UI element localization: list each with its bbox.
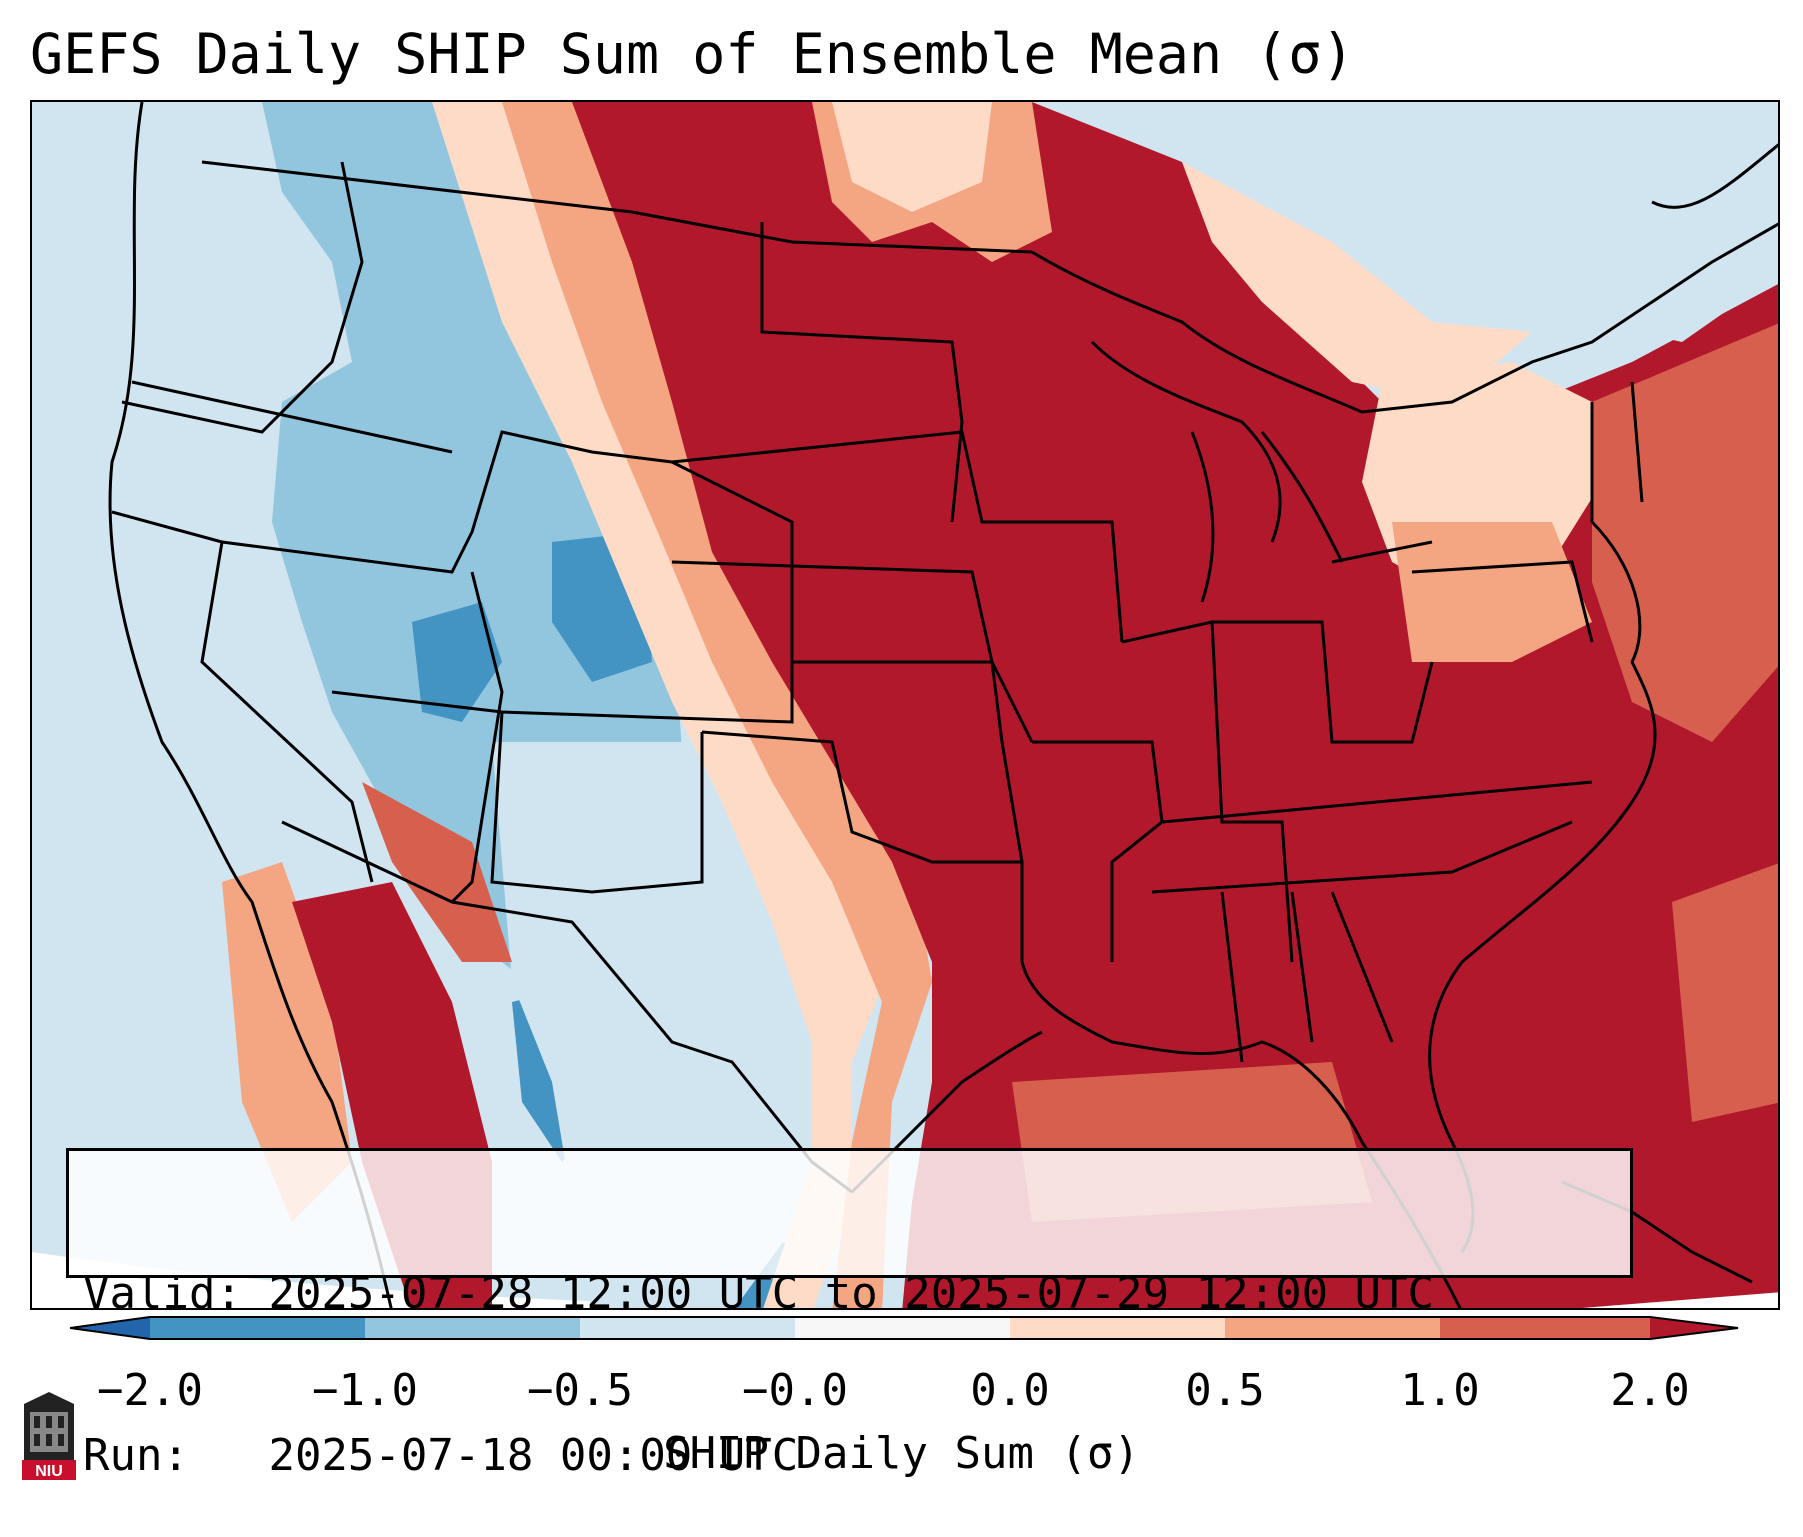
- political-boundaries: [108, 102, 1778, 1308]
- colorbar-label: SHIP Daily Sum (σ): [663, 1428, 1140, 1479]
- dakotas-border: [760, 222, 964, 523]
- new-england-borders: [1590, 381, 1644, 522]
- st-lawrence: [1651, 143, 1778, 209]
- illinois-indiana: [1121, 620, 1294, 963]
- pacific-coastline: [108, 102, 334, 1103]
- colorbar-bin-5: [1225, 1317, 1440, 1339]
- tick-label-4: 0.0: [970, 1365, 1050, 1416]
- tick-label-5: 0.5: [1185, 1365, 1265, 1416]
- ks-ok-border: [792, 660, 1034, 743]
- tick-label-6: 1.0: [1400, 1365, 1480, 1416]
- valid-time: 2025-07-28 12:00 UTC to 2025-07-29 12:00…: [268, 1268, 1435, 1319]
- baja-salmon: [222, 862, 352, 1222]
- tick-label-7: 2.0: [1610, 1365, 1690, 1416]
- canada-blue-region: [1032, 102, 1778, 342]
- run-label: Run:: [83, 1430, 189, 1481]
- valid-label: Valid:: [83, 1268, 242, 1319]
- canada-light-patch: [832, 102, 992, 212]
- validity-info-box: Valid: 2025-07-28 12:00 UTC to 2025-07-2…: [66, 1148, 1633, 1481]
- tennessee-south: [1151, 820, 1573, 894]
- utah-deep-blue: [412, 602, 502, 722]
- canada-border-east: [1031, 222, 1778, 414]
- eastern-us-red-region: [572, 102, 1778, 1308]
- ca-nv-border: [111, 510, 374, 883]
- atlantic-lower-medium: [1672, 863, 1778, 1122]
- lake-huron: [1260, 431, 1344, 563]
- colorbar-bin-1: [365, 1317, 580, 1339]
- tennessee-north: [1161, 780, 1593, 824]
- lake-erie: [1331, 540, 1433, 564]
- map-title: GEFS Daily SHIP Sum of Ensemble Mean (σ): [30, 22, 1355, 86]
- colorbar-bin-6: [1440, 1317, 1650, 1339]
- plains-border: [671, 430, 1124, 643]
- atlantic-coastline: [1428, 520, 1657, 1253]
- tick-label-3: −0.0: [742, 1365, 848, 1416]
- ut-co-border: [331, 662, 794, 724]
- mid-atlantic-salmon: [1392, 522, 1592, 662]
- colorbar-bin-2: [580, 1317, 795, 1339]
- tick-label-0: −2.0: [97, 1365, 203, 1416]
- logo-text: NIU: [35, 1463, 63, 1480]
- valid-line: Valid: 2025-07-28 12:00 UTC to 2025-07-2…: [83, 1267, 1630, 1321]
- ontario-light-patch: [1182, 162, 1532, 402]
- texas-north-border: [701, 730, 1024, 962]
- map-panel: [30, 100, 1780, 1310]
- canada-border-west: [201, 160, 1033, 254]
- colorbar-under-arrow: [70, 1317, 150, 1339]
- arizona-red-patch: [362, 782, 512, 962]
- colorbar-over-arrow: [1650, 1317, 1738, 1339]
- ohio-kentucky: [1212, 620, 1434, 744]
- university-tower-icon: NIU: [22, 1392, 76, 1480]
- nv-ut-wy: [221, 430, 794, 662]
- colorbar: [70, 1316, 1739, 1340]
- colorbar-bin-3: [795, 1317, 1010, 1339]
- idaho-border: [121, 161, 364, 434]
- transition-band-light: [432, 102, 892, 1308]
- colorbar-bin-0: [150, 1317, 365, 1339]
- or-wa-border: [131, 380, 453, 454]
- great-lakes-outline: [1090, 340, 1282, 543]
- deep-south-states: [1220, 891, 1394, 1063]
- transition-band-medium: [502, 102, 932, 1308]
- tick-label-1: −1.0: [312, 1365, 418, 1416]
- pennsylvania-border: [1411, 560, 1594, 643]
- colorbar-bin-4: [1010, 1317, 1225, 1339]
- lake-michigan: [1190, 431, 1215, 603]
- run-time: 2025-07-18 00:00 UTC: [268, 1430, 799, 1481]
- nm-border: [490, 711, 704, 894]
- tick-label-2: −0.5: [527, 1365, 633, 1416]
- ut-az: [450, 571, 504, 904]
- run-line: Run: 2025-07-18 00:00 UTC: [83, 1429, 1630, 1483]
- map-graphic: [32, 102, 1778, 1308]
